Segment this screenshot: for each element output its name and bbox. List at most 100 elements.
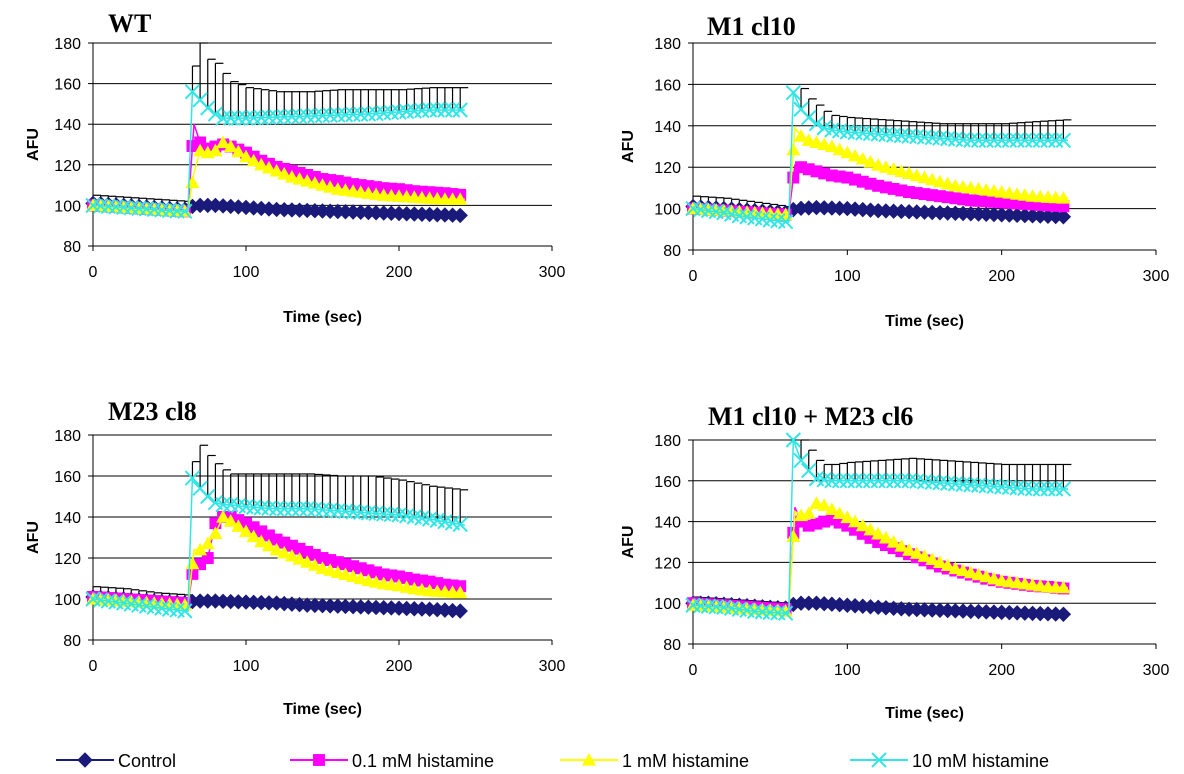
legend-marker [582, 753, 596, 766]
data-point [269, 163, 284, 177]
data-point [200, 100, 216, 116]
y-tick-label: 180 [654, 433, 681, 450]
data-point [254, 157, 269, 171]
x-tick-label: 300 [539, 264, 566, 281]
data-point [185, 175, 200, 189]
data-point [339, 176, 352, 189]
data-point [949, 192, 962, 205]
data-point [878, 473, 894, 489]
data-point [956, 563, 971, 577]
data-point [453, 585, 468, 599]
y-tick-label: 80 [663, 637, 681, 654]
data-point [1055, 606, 1072, 622]
x-tick-label: 200 [386, 264, 413, 281]
legend-item-control: Control [56, 751, 176, 771]
chart-title: WT [108, 9, 151, 38]
data-point [856, 175, 869, 188]
data-point [452, 516, 468, 533]
data-point [864, 177, 877, 190]
data-point [452, 603, 468, 619]
x-tick-label: 0 [689, 662, 698, 679]
data-point [330, 565, 345, 578]
data-point [941, 191, 954, 204]
series-10-mm-histamine [85, 84, 468, 220]
data-point [864, 531, 877, 544]
data-point [810, 517, 823, 530]
data-point [818, 167, 831, 180]
data-point [186, 140, 199, 152]
data-point [809, 496, 824, 509]
data-point [194, 136, 207, 149]
data-point [240, 517, 252, 530]
data-point [1026, 198, 1039, 211]
data-point [957, 193, 970, 206]
x-tick-label: 0 [689, 268, 698, 285]
data-point [841, 171, 854, 184]
data-point [276, 109, 292, 125]
data-point [972, 194, 985, 207]
data-point [971, 567, 986, 581]
data-point [323, 563, 338, 576]
data-point [964, 194, 977, 207]
data-point [315, 178, 330, 191]
data-point [209, 517, 222, 530]
x-tick-label: 0 [89, 658, 98, 675]
y-tick-label: 80 [63, 239, 81, 256]
data-point [200, 488, 216, 505]
data-point [793, 452, 809, 469]
data-point [1056, 580, 1071, 594]
data-point [855, 473, 871, 489]
data-point [346, 569, 361, 583]
data-point [988, 195, 1000, 208]
data-point [986, 571, 1001, 585]
data-point [278, 536, 291, 549]
series-line [692, 507, 1069, 611]
data-point [1040, 481, 1056, 497]
legend: Control 0.1 mM histamine 1 mM histamine 10 … [56, 751, 1049, 771]
x-axis-label: Time (sec) [885, 705, 964, 722]
data-point [855, 518, 870, 532]
data-point [416, 574, 428, 587]
data-point [316, 552, 329, 564]
data-point [940, 176, 955, 190]
y-tick-label: 160 [654, 474, 681, 491]
x-tick-label: 100 [834, 662, 861, 679]
data-point [879, 539, 892, 552]
data-point [1055, 481, 1072, 497]
data-point [786, 142, 801, 156]
data-point [331, 175, 344, 187]
data-point [254, 534, 269, 548]
data-point [839, 473, 856, 489]
series-10-mm-histamine [85, 470, 468, 619]
data-point [917, 549, 932, 562]
y-tick-label: 100 [654, 202, 681, 219]
data-point [193, 143, 208, 157]
x-tick-label: 300 [1143, 268, 1170, 285]
data-point [345, 106, 361, 123]
y-tick-label: 180 [54, 428, 81, 445]
data-point [421, 102, 438, 118]
data-point [177, 603, 193, 619]
data-point [385, 182, 398, 195]
data-point [963, 565, 978, 579]
data-point [362, 564, 375, 577]
data-point [825, 513, 838, 526]
legend-label: 1 mM histamine [622, 751, 749, 771]
data-point [307, 558, 322, 571]
data-point [1049, 199, 1062, 212]
data-point [231, 519, 246, 532]
data-point [245, 110, 262, 126]
data-point [353, 106, 369, 123]
data-point [200, 536, 215, 550]
data-point [307, 176, 322, 189]
data-point [452, 207, 468, 224]
data-point [186, 567, 199, 580]
data-point [872, 536, 885, 548]
series-1-mm-histamine [686, 496, 1071, 617]
data-point [849, 523, 861, 536]
data-point [1047, 132, 1064, 148]
data-point [1032, 481, 1048, 497]
data-point [886, 535, 901, 548]
data-point [787, 171, 800, 184]
data-point [1034, 199, 1047, 211]
